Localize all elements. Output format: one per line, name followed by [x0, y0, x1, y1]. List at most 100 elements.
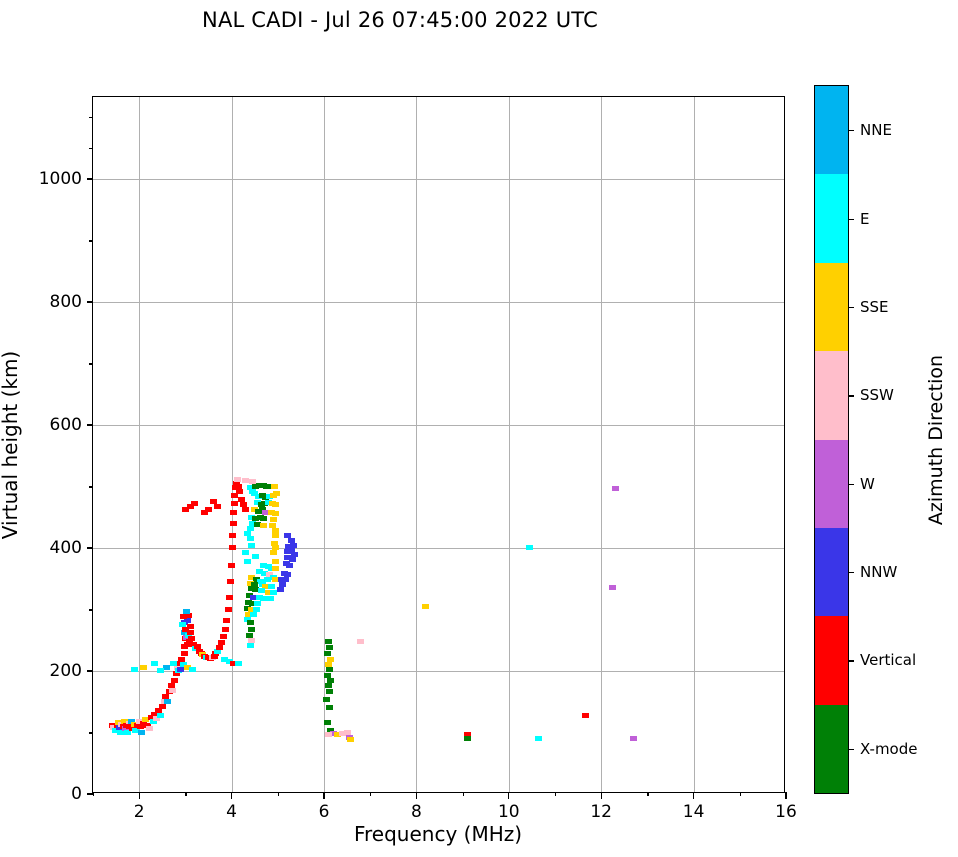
- echo-point: [266, 483, 274, 489]
- echo-point: [149, 718, 157, 724]
- y-tick-label: 600: [49, 414, 82, 435]
- echo-point: [526, 545, 534, 551]
- echo-point: [191, 500, 199, 506]
- echo-point: [246, 620, 254, 626]
- echo-point: [266, 595, 274, 601]
- y-tick-minor: [89, 148, 93, 150]
- y-tick-minor: [89, 609, 93, 611]
- echo-point: [246, 642, 254, 648]
- echo-point: [124, 729, 132, 735]
- echo-point: [248, 514, 256, 520]
- echo-point: [261, 501, 269, 507]
- echo-point: [153, 716, 161, 722]
- echo-point: [132, 727, 140, 733]
- colorbar-segment-w: [815, 439, 848, 528]
- echo-point: [422, 604, 430, 610]
- gridline-vertical: [231, 97, 233, 792]
- echo-point: [334, 732, 342, 738]
- echo-point: [193, 643, 201, 649]
- echo-point: [121, 726, 129, 732]
- echo-point: [248, 606, 256, 612]
- echo-point: [230, 509, 238, 515]
- echo-point: [265, 589, 273, 595]
- echo-point: [243, 616, 251, 622]
- echo-point: [224, 606, 232, 612]
- echo-point: [463, 736, 471, 742]
- colorbar-segment-x-mode: [815, 704, 848, 793]
- echo-point: [269, 492, 277, 498]
- echo-point: [262, 494, 270, 500]
- echo-point: [280, 571, 288, 577]
- echo-point: [131, 666, 139, 672]
- echo-point: [185, 613, 193, 619]
- echo-point: [259, 523, 267, 529]
- x-tick-label: 6: [318, 802, 330, 822]
- x-tick-minor: [647, 792, 649, 796]
- echo-point: [162, 694, 170, 700]
- colorbar-segment-nne: [815, 86, 848, 175]
- echo-point: [326, 727, 334, 733]
- x-axis-title: Frequency (MHz): [353, 822, 523, 846]
- echo-point: [190, 642, 198, 647]
- echo-point: [169, 688, 177, 694]
- echo-point: [219, 634, 227, 639]
- echo-point: [326, 678, 334, 684]
- echo-point: [251, 582, 259, 588]
- echo-point: [254, 493, 262, 499]
- y-tick-label: 1000: [38, 168, 82, 189]
- x-tick-major: [230, 792, 233, 799]
- echo-point: [241, 477, 249, 483]
- echo-point: [272, 577, 280, 583]
- echo-point: [343, 729, 351, 735]
- echo-point: [278, 582, 286, 588]
- colorbar-segment-vertical: [815, 616, 848, 705]
- echo-point: [120, 718, 128, 724]
- echo-point: [281, 577, 289, 583]
- x-tick-label: 12: [590, 802, 613, 822]
- echo-point: [609, 584, 617, 590]
- echo-point: [231, 492, 239, 498]
- echo-point: [271, 528, 279, 534]
- echo-point: [180, 614, 188, 620]
- echo-point: [323, 696, 331, 702]
- echo-point: [179, 662, 187, 668]
- echo-point: [272, 533, 280, 539]
- colorbar-label-sse: SSE: [860, 297, 889, 316]
- echo-point: [182, 626, 190, 632]
- echo-point: [269, 517, 277, 523]
- echo-point: [338, 731, 346, 737]
- echo-point: [324, 720, 332, 726]
- colorbar-label-e: E: [860, 209, 870, 228]
- gridline-horizontal: [93, 670, 784, 672]
- colorbar-label-nne: NNE: [860, 121, 892, 140]
- echo-point: [238, 497, 246, 503]
- y-tick-minor: [89, 117, 93, 119]
- echo-point: [243, 605, 251, 611]
- echo-point: [277, 577, 285, 583]
- echo-point: [164, 699, 172, 705]
- echo-point: [271, 510, 279, 516]
- echo-point: [186, 630, 194, 636]
- echo-point: [205, 507, 212, 513]
- x-tick-label: 16: [775, 802, 797, 822]
- echo-point: [233, 476, 241, 482]
- echo-point: [326, 689, 334, 695]
- echo-point: [246, 581, 254, 587]
- echo-point: [188, 636, 196, 642]
- colorbar-segment-nnw: [815, 527, 848, 617]
- colorbar-segment-e: [815, 174, 848, 263]
- echo-point: [182, 609, 190, 615]
- echo-point: [228, 562, 236, 568]
- echo-point: [151, 661, 159, 667]
- colorbar-tick: [848, 130, 854, 132]
- echo-point: [147, 714, 155, 720]
- echo-point: [347, 737, 355, 743]
- colorbar-tick: [848, 660, 854, 662]
- y-tick-major: [86, 670, 93, 672]
- echo-point: [214, 503, 222, 509]
- echo-point: [245, 632, 253, 638]
- x-tick-major: [415, 792, 418, 799]
- azimuth-colorbar: NNE E SSE SSW W NNW Vertical X-mode: [814, 85, 917, 794]
- echo-point: [290, 542, 297, 548]
- echo-point: [249, 478, 257, 484]
